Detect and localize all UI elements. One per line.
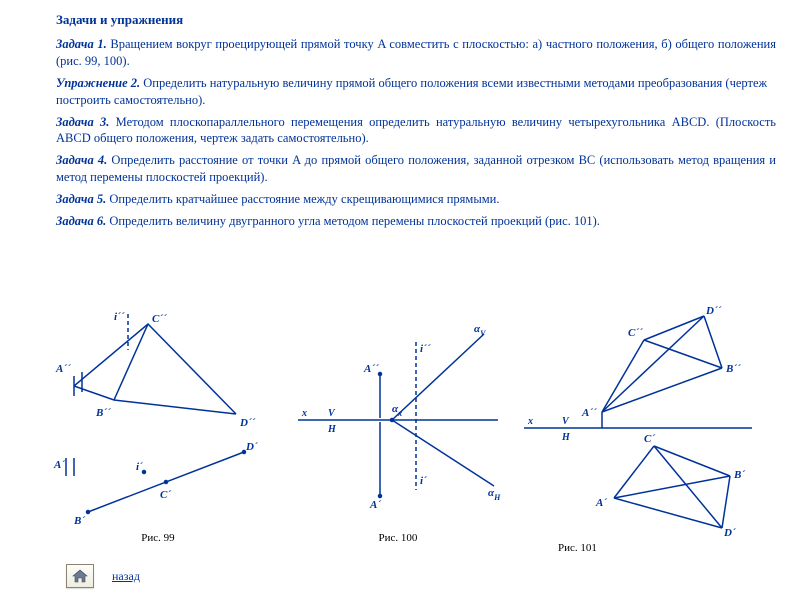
back-link[interactable]: назад <box>112 569 140 584</box>
task-6-text: Определить величину двугранного угла мет… <box>106 214 600 228</box>
figure-100-caption: Рис. 100 <box>288 532 508 544</box>
figure-101-caption: Рис. 101 <box>558 542 758 554</box>
figure-100: x V H A´´ A´ i´´ i´ αV αx αH Рис. 100 <box>288 300 508 544</box>
task-5: Задача 5. Определить кратчайшее расстоян… <box>56 191 776 208</box>
svg-text:αH: αH <box>488 487 501 502</box>
footer: назад <box>66 564 140 588</box>
fig100-aVs: V <box>480 329 486 338</box>
fig101-B1: B´ <box>733 469 745 481</box>
fig100-H: H <box>327 424 337 435</box>
task-1-label: Задача 1. <box>56 37 107 51</box>
fig99-D1: D´ <box>245 441 258 453</box>
task-3-label: Задача 3. <box>56 115 109 129</box>
figure-101: x V H A´´ B´´ C´´ D´´ A´ B´ C´ D´ Рис. 1… <box>518 300 758 554</box>
fig100-axs: x <box>397 409 402 418</box>
task-2-text: Определить натуральную величину прямой о… <box>56 76 767 107</box>
fig101-A1: A´ <box>595 497 607 509</box>
task-1: Задача 1. Вращением вокруг проецирующей … <box>56 36 776 70</box>
task-3: Задача 3. Методом плоскопараллельного пе… <box>56 114 776 148</box>
fig101-V: V <box>562 416 570 427</box>
task-4: Задача 4. Определить расстояние от точки… <box>56 152 776 186</box>
task-2: Упражнение 2. Определить натуральную вел… <box>56 75 776 109</box>
fig101-C2: C´´ <box>628 327 643 339</box>
fig100-i1: i´ <box>420 475 427 487</box>
task-3-text: Методом плоскопараллельного перемещения … <box>56 115 776 146</box>
task-1-text: Вращением вокруг проецирующей прямой точ… <box>56 37 776 68</box>
fig101-H: H <box>561 432 571 443</box>
fig99-D2: D´´ <box>239 417 256 429</box>
fig99-i1: i´ <box>136 461 143 473</box>
fig100-A1: A´ <box>369 499 381 511</box>
fig101-C1: C´ <box>644 433 655 445</box>
fig99-B1: B´ <box>73 515 85 527</box>
home-button[interactable] <box>66 564 94 588</box>
task-4-label: Задача 4. <box>56 153 107 167</box>
fig99-C1: C´ <box>160 489 171 501</box>
fig100-aHs: H <box>493 493 501 502</box>
fig99-B2: B´´ <box>95 407 111 419</box>
task-4-text: Определить расстояние от точки A до прям… <box>56 153 776 184</box>
figures-row: A´´ B´´ C´´ D´´ i´´ A´ B´ C´ D´ i´ Рис. … <box>48 300 768 560</box>
fig100-V: V <box>328 408 336 419</box>
fig99-A1: A´ <box>53 459 65 471</box>
task-6: Задача 6. Определить величину двугранног… <box>56 213 776 230</box>
fig100-i2: i´´ <box>420 343 431 355</box>
fig99-i2: i´´ <box>114 311 125 323</box>
task-2-label: Упражнение 2. <box>56 76 140 90</box>
task-5-text: Определить кратчайшее расстояние между с… <box>106 192 499 206</box>
fig101-A2: A´´ <box>581 407 597 419</box>
fig99-C2: C´´ <box>152 313 167 325</box>
fig101-B2: B´´ <box>725 363 741 375</box>
fig100-A2: A´´ <box>363 363 379 375</box>
fig101-x: x <box>527 416 533 427</box>
fig100-x: x <box>301 408 307 419</box>
section-title: Задачи и упражнения <box>56 12 776 28</box>
house-icon <box>72 569 88 583</box>
figure-99: A´´ B´´ C´´ D´´ i´´ A´ B´ C´ D´ i´ Рис. … <box>48 300 268 544</box>
figure-99-caption: Рис. 99 <box>48 532 268 544</box>
task-6-label: Задача 6. <box>56 214 106 228</box>
svg-text:αV: αV <box>474 323 486 338</box>
fig99-A2: A´´ <box>55 363 71 375</box>
task-5-label: Задача 5. <box>56 192 106 206</box>
fig101-D1: D´ <box>723 527 736 539</box>
fig101-D2: D´´ <box>705 305 722 317</box>
